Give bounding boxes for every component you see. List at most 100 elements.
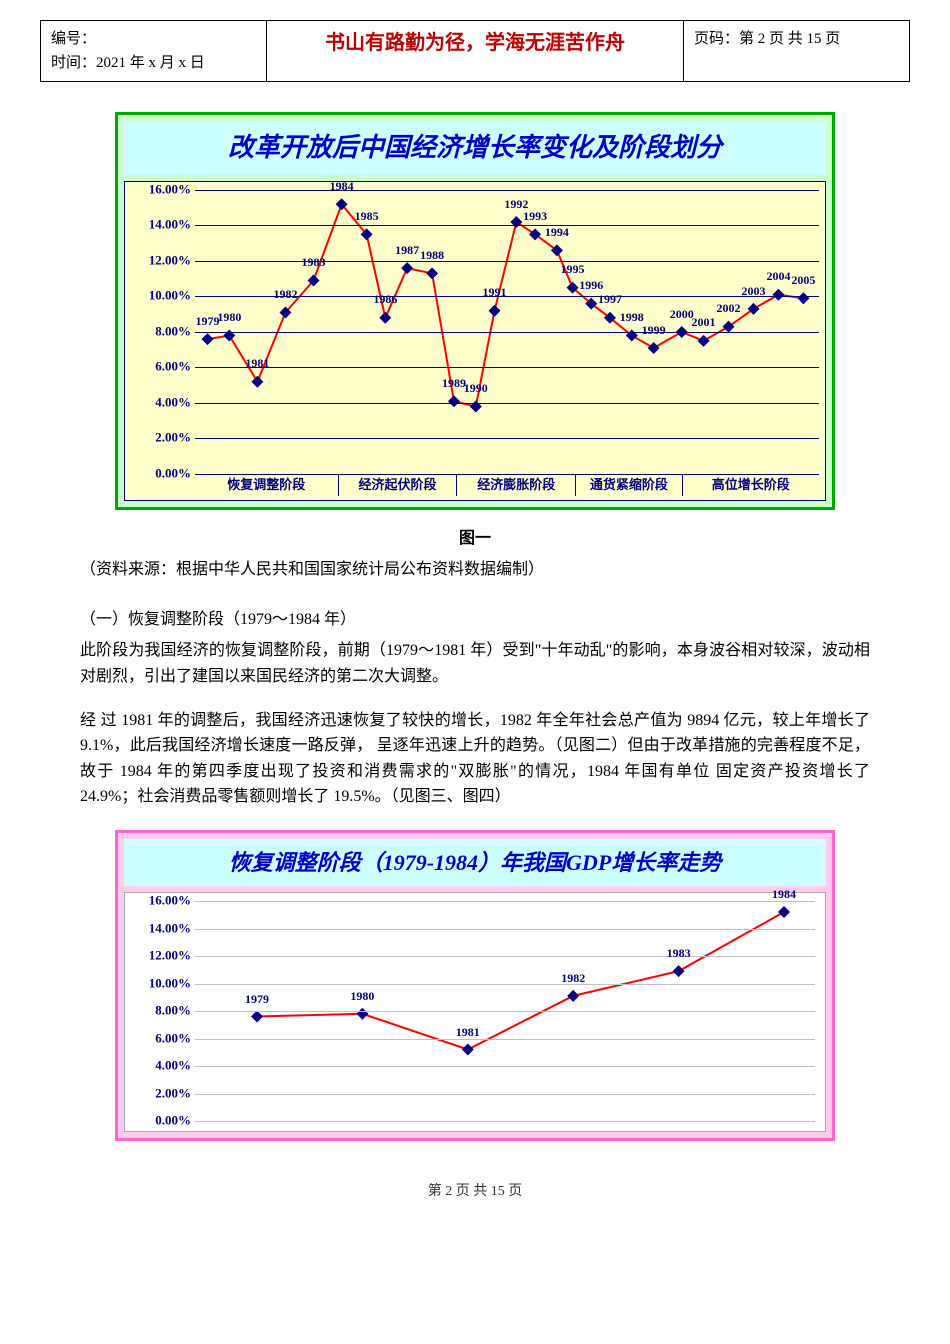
- chart-marker-diamond: [379, 311, 391, 323]
- header-motto: 书山有路勤为径，学海无涯苦作舟: [325, 32, 625, 54]
- chart-marker-diamond: [462, 1044, 474, 1056]
- chart-gridline: [195, 332, 819, 333]
- chart-point-label: 1980: [217, 308, 241, 327]
- chart-xcat-label: 经济起伏阶段: [338, 475, 457, 496]
- chart-gridline: [195, 1121, 815, 1122]
- chart-marker-diamond: [567, 990, 579, 1002]
- chart-point-label: 1994: [545, 223, 569, 242]
- chart-point-label: 2005: [791, 271, 815, 290]
- chart-point-label: 2002: [717, 299, 741, 318]
- chart-ytick-label: 2.00%: [155, 428, 191, 449]
- chart-ytick-label: 14.00%: [149, 215, 191, 236]
- chart-ytick-label: 0.00%: [155, 463, 191, 484]
- chart-gridline: [195, 367, 819, 368]
- chart-ytick-label: 6.00%: [155, 1028, 191, 1049]
- chart-marker-diamond: [426, 267, 438, 279]
- chart-line-path: [207, 204, 803, 406]
- chart-ytick-label: 8.00%: [155, 321, 191, 342]
- chart-point-label: 1983: [667, 944, 691, 963]
- chart-ytick-label: 12.00%: [149, 946, 191, 967]
- chart-ytick-label: 16.00%: [149, 891, 191, 912]
- chart-point-label: 1982: [561, 969, 585, 988]
- chart-point-label: 1999: [642, 321, 666, 340]
- chart-gridline: [195, 1094, 815, 1095]
- chart-marker-diamond: [448, 395, 460, 407]
- chart-point-label: 1991: [483, 283, 507, 302]
- chart-marker-diamond: [356, 1008, 368, 1020]
- chart2-title-band: 恢复调整阶段（1979-1984）年我国GDP增长率走势: [124, 839, 826, 886]
- chart-gridline: [195, 1066, 815, 1067]
- chart-xcat-label: 通货紧缩阶段: [575, 475, 681, 496]
- chart-ytick-label: 4.00%: [155, 1056, 191, 1077]
- chart-gridline: [195, 1039, 815, 1040]
- chart-gridline: [195, 956, 815, 957]
- chart-marker-diamond: [401, 262, 413, 274]
- chart-gridline: [195, 261, 819, 262]
- header-page-label: 页码：第 2 页 共 15 页: [694, 31, 840, 47]
- chart-point-label: 1989: [442, 374, 466, 393]
- chart-point-label: 1981: [456, 1023, 480, 1042]
- chart-point-label: 2004: [766, 267, 790, 286]
- chart-xcat-label: 高位增长阶段: [682, 475, 819, 496]
- chart-ytick-label: 12.00%: [149, 250, 191, 271]
- chart-gridline: [195, 984, 815, 985]
- chart-ytick-label: 16.00%: [149, 179, 191, 200]
- chart1-line-series: [125, 182, 825, 500]
- figure-two-wrap: 恢复调整阶段（1979-1984）年我国GDP增长率走势 0.00%2.00%4…: [115, 830, 835, 1141]
- chart-point-label: 1979: [245, 990, 269, 1009]
- chart-marker-diamond: [778, 906, 790, 918]
- chart-ytick-label: 14.00%: [149, 918, 191, 939]
- chart-ytick-label: 2.00%: [155, 1083, 191, 1104]
- chart-ytick-label: 4.00%: [155, 392, 191, 413]
- header-id-label: 编号：: [51, 27, 256, 51]
- figure1-label: 图一: [40, 526, 910, 552]
- chart-ytick-label: 10.00%: [149, 973, 191, 994]
- chart2-plot-area: 0.00%2.00%4.00%6.00%8.00%10.00%12.00%14.…: [124, 892, 826, 1132]
- chart-marker-diamond: [673, 965, 685, 977]
- chart-point-label: 1993: [523, 207, 547, 226]
- header-page-cell: 页码：第 2 页 共 15 页: [684, 21, 910, 82]
- paragraph-1: 此阶段为我国经济的恢复调整阶段，前期（1979～1981 年）受到"十年动乱"的…: [80, 638, 870, 689]
- chart-ytick-label: 8.00%: [155, 1001, 191, 1022]
- chart-gridline: [195, 929, 815, 930]
- chart-point-label: 2003: [741, 282, 765, 301]
- chart-point-label: 1998: [620, 308, 644, 327]
- chart1-outer: 改革开放后中国经济增长率变化及阶段划分 0.00% 2.00% 4.00% 6.00%…: [115, 112, 835, 510]
- section1-heading: （一）恢复调整阶段（1979～1984 年）: [80, 607, 870, 633]
- chart-marker-diamond: [797, 292, 809, 304]
- chart-xcat-label: 恢复调整阶段: [195, 475, 338, 496]
- chart-marker-diamond: [251, 1011, 263, 1023]
- chart-marker-diamond: [698, 334, 710, 346]
- header-motto-cell: 书山有路勤为径，学海无涯苦作舟: [266, 21, 683, 82]
- chart-line-path: [257, 912, 784, 1050]
- chart-ytick-label: 10.00%: [149, 286, 191, 307]
- chart-point-label: 1981: [245, 354, 269, 373]
- chart-gridline: [195, 225, 819, 226]
- chart-point-label: 1987: [395, 241, 419, 260]
- chart-gridline: [195, 190, 819, 191]
- chart-gridline: [195, 901, 815, 902]
- header-time-label: 时间：2021 年 x 月 x 日: [51, 51, 256, 75]
- page-header: 编号： 时间：2021 年 x 月 x 日 书山有路勤为径，学海无涯苦作舟 页码…: [40, 20, 910, 82]
- chart-point-label: 1985: [355, 207, 379, 226]
- chart-point-label: 1982: [273, 285, 297, 304]
- chart1-title-band: 改革开放后中国经济增长率变化及阶段划分: [124, 121, 826, 175]
- chart-ytick-label: 6.00%: [155, 357, 191, 378]
- chart-point-label: 1997: [598, 291, 622, 310]
- paragraph-2: 经 过 1981 年的调整后，我国经济迅速恢复了较快的增长，1982 年全年社会…: [80, 708, 870, 810]
- chart-gridline: [195, 438, 819, 439]
- chart-point-label: 2001: [692, 314, 716, 333]
- chart-point-label: 1983: [302, 253, 326, 272]
- header-id-cell: 编号： 时间：2021 年 x 月 x 日: [41, 21, 267, 82]
- chart1-title: 改革开放后中国经济增长率变化及阶段划分: [228, 133, 722, 162]
- chart-point-label: 1986: [373, 291, 397, 310]
- chart-point-label: 1979: [195, 312, 219, 331]
- chart-marker-diamond: [489, 304, 501, 316]
- chart-point-label: 1980: [350, 987, 374, 1006]
- page-footer: 第 2 页 共 15 页: [40, 1181, 910, 1203]
- figure1-source: （资料来源：根据中华人民共和国国家统计局公布资料数据编制）: [80, 557, 870, 583]
- chart-point-label: 1984: [772, 885, 796, 904]
- chart-marker-diamond: [201, 333, 213, 345]
- chart-point-label: 1984: [330, 177, 354, 196]
- chart-point-label: 1988: [420, 246, 444, 265]
